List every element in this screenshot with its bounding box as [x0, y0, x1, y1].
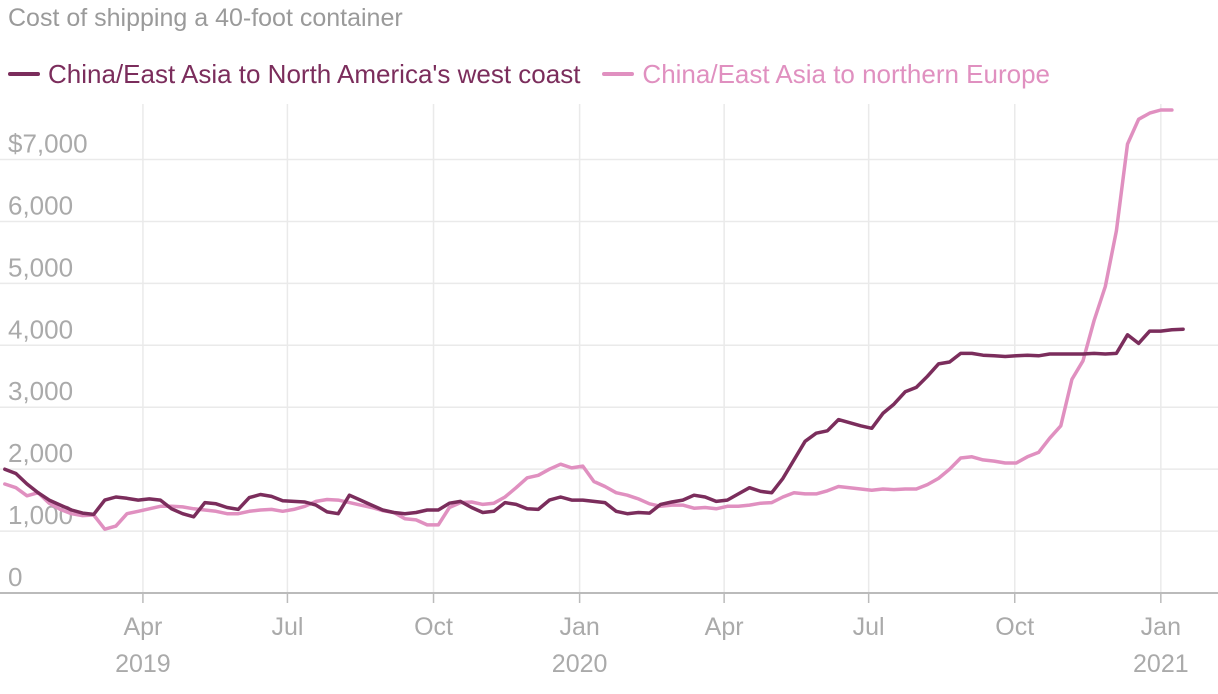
legend-swatch-west-coast [8, 72, 40, 76]
y-tick-label: 6,000 [8, 190, 73, 220]
series-lines [3, 108, 1185, 531]
x-tick-year: 2019 [115, 650, 171, 678]
chart-title: Cost of shipping a 40-foot container [8, 4, 403, 32]
x-tick-label: Apr [705, 613, 744, 641]
y-tick-label: 5,000 [8, 252, 73, 282]
x-tick-label: Jan [559, 613, 599, 641]
x-tick-label: Apr [123, 613, 162, 641]
y-tick-label: $7,000 [8, 129, 88, 159]
x-tick-label: Jul [271, 613, 303, 641]
legend-item-northern-europe: China/East Asia to northern Europe [602, 59, 1050, 90]
x-tick-year: 2020 [552, 650, 608, 678]
x-tick-year: 2021 [1133, 650, 1189, 678]
legend-item-west-coast: China/East Asia to North America's west … [8, 59, 580, 90]
y-tick-label: 2,000 [8, 438, 73, 468]
legend: China/East Asia to North America's west … [8, 58, 1072, 90]
y-tick-label: 0 [8, 562, 22, 592]
x-tick-label: Oct [414, 613, 453, 641]
x-axis-ticks: Apr 2019 Jul Oct Jan 2020 Apr Jul Oct Jan 2021 [115, 593, 1189, 678]
y-tick-label: 4,000 [8, 314, 73, 344]
x-tick-label: Jul [853, 613, 885, 641]
y-tick-label: 3,000 [8, 376, 73, 406]
series-line-northern-europe [3, 108, 1174, 531]
gridlines [0, 104, 1218, 594]
x-tick-label: Oct [995, 613, 1034, 641]
legend-label-northern-europe: China/East Asia to northern Europe [642, 58, 1051, 89]
legend-label-west-coast: China/East Asia to North America's west … [48, 58, 581, 89]
x-tick-label: Jan [1141, 613, 1181, 641]
series-line-west-coast [3, 327, 1185, 519]
legend-swatch-northern-europe [602, 72, 635, 76]
